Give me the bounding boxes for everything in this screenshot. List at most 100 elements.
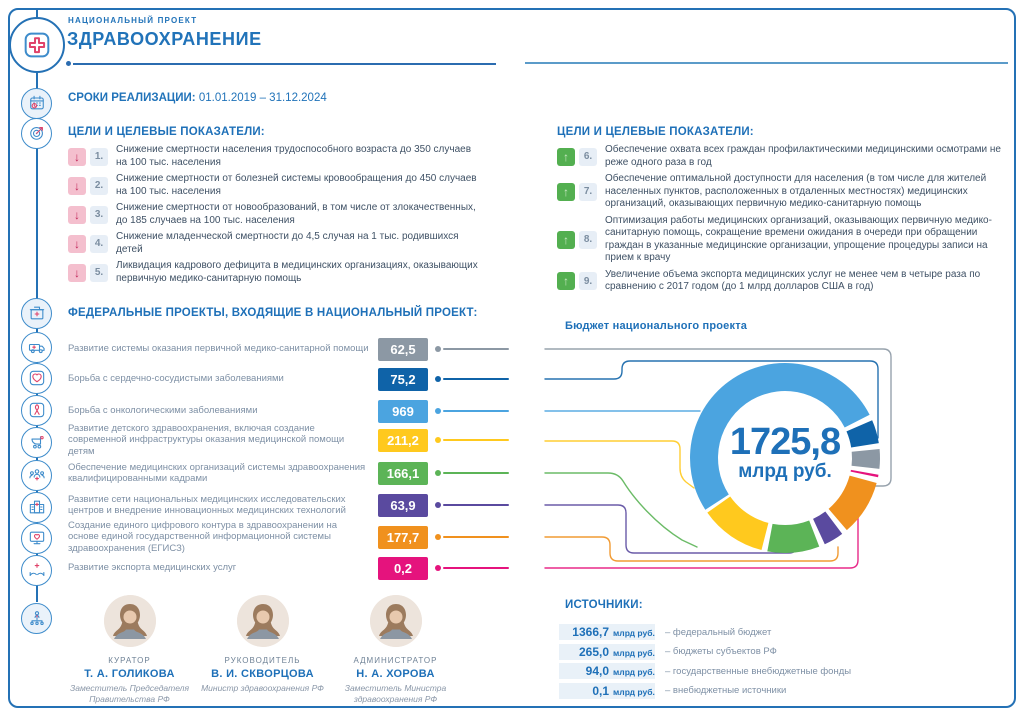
federal-project-row: Развитие экспорта медицинских услуг 0,2 (68, 553, 528, 583)
budget-title: Бюджет национального проекта (565, 320, 748, 332)
sidebar-icon-heart (21, 362, 52, 394)
sources-list: 1366,7 млрд руб. – федеральный бюджет 265,0… (559, 624, 851, 702)
sidebar-icon-monitor-heart (21, 522, 52, 554)
target-icon (29, 127, 43, 140)
connector-dot (435, 534, 441, 540)
project-label: Развитие системы оказания первичной меди… (68, 343, 369, 355)
official-role: КУРАТОР (108, 656, 151, 665)
connector-stub (443, 504, 509, 506)
dates-value: 01.01.2019 – 31.12.2024 (198, 92, 327, 104)
project-label: Борьба с сердечно-сосудистыми заболевани… (68, 373, 284, 385)
ambulance-icon (28, 343, 45, 354)
goal-text: Обеспечение оптимальной доступности для … (605, 173, 987, 209)
project-label: Борьба с онкологическими заболеваниями (68, 405, 258, 417)
source-unit: млрд руб. (613, 667, 655, 677)
connector-dot (435, 502, 441, 508)
sidebar-icon-stroller (21, 426, 52, 458)
donut-segment (767, 520, 820, 553)
monitor-heart-icon (29, 531, 44, 545)
federal-project-row: Развитие сети национальных медицинских и… (68, 490, 528, 520)
goal-item: ↑ 8. Оптимизация работы медицинских органи… (557, 215, 1009, 265)
project-label: Обеспечение медицинских организаций сист… (68, 461, 366, 485)
goal-number: 4. (90, 234, 108, 253)
donut-segment (707, 496, 769, 551)
divider-line-right (525, 62, 1008, 64)
avatar (369, 595, 422, 647)
goal-number: 2. (90, 176, 108, 195)
connector-stub (443, 378, 509, 380)
connector-line (544, 504, 798, 554)
official-name: Т. А. ГОЛИКОВА (84, 668, 175, 680)
goal-number: 8. (579, 230, 597, 249)
official-card: АДМИНИСТРАТОР Н. А. ХОРОВА Заместитель Мин… (329, 595, 462, 704)
project-kicker: НАЦИОНАЛЬНЫЙ ПРОЕКТ (68, 16, 198, 25)
source-unit: млрд руб. (613, 686, 655, 697)
goal-item: ↑ 7. Обеспечение оптимальной доступности д… (557, 173, 1009, 211)
goal-text: Снижение младенческой смертности до 4,5 … (116, 231, 459, 255)
connector-line (544, 536, 839, 562)
connector-dot (435, 437, 441, 443)
connector-line (544, 472, 698, 548)
trend-down-icon: ↓ (68, 205, 86, 224)
budget-total: 1725,8 млрд руб. (705, 423, 865, 483)
goal-text: Снижение смертности от новообразований, … (116, 202, 476, 226)
source-unit: млрд руб. (613, 647, 655, 658)
projects-heading: ФЕДЕРАЛЬНЫЕ ПРОЕКТЫ, ВХОДЯЩИЕ В НАЦИОНАЛ… (68, 307, 478, 319)
sidebar-icon-org-structure (21, 602, 52, 634)
official-card: КУРАТОР Т. А. ГОЛИКОВА Заместитель Председ… (63, 595, 196, 704)
federal-project-row: Создание единого цифрового контура в здр… (68, 519, 528, 554)
portrait-photo (369, 595, 422, 647)
goal-number: 7. (579, 182, 597, 201)
source-label: – государственные внебюджетные фонды (665, 665, 852, 677)
source-value: 94,0 (585, 664, 609, 678)
goal-text: Снижение смертности населения трудоспосо… (116, 144, 472, 168)
project-label: Развитие экспорта медицинских услуг (68, 562, 237, 574)
donut-segment (828, 475, 877, 531)
connector-line (544, 511, 859, 569)
budget-total-unit: млрд руб. (738, 461, 832, 482)
source-amount-box: 1366,7 млрд руб. (559, 624, 655, 640)
heart-icon (29, 370, 44, 386)
trend-up-icon: ↑ (557, 272, 575, 290)
connector-dot (435, 470, 441, 476)
goal-item: ↓ 2. Снижение смертности от болезней систе… (68, 173, 480, 198)
goal-number: 1. (90, 147, 108, 166)
trend-up-icon: ↑ (557, 147, 575, 166)
project-budget-badge: 62,5 (378, 337, 428, 361)
medical-staff-icon (28, 469, 45, 481)
official-name: В. И. СКВОРЦОВА (211, 668, 314, 680)
divider-line-left (73, 62, 496, 65)
project-budget-badge: 166,1 (378, 461, 428, 485)
divider-dot (66, 61, 71, 66)
project-budget-badge: 211,2 (378, 428, 428, 452)
federal-project-row: Борьба с сердечно-сосудистыми заболевани… (68, 364, 528, 394)
project-label: Развитие детского здравоохранения, включ… (68, 422, 345, 457)
federal-project-row: Развитие детского здравоохранения, включ… (68, 422, 528, 457)
connector-stub (443, 472, 509, 474)
source-value: 1366,7 (572, 625, 609, 639)
official-role: РУКОВОДИТЕЛЬ (224, 656, 301, 665)
source-row: 1366,7 млрд руб. – федеральный бюджет (559, 624, 851, 640)
project-label: Развитие сети национальных медицинских и… (68, 493, 346, 517)
sidebar-icon-calendar (21, 87, 52, 119)
federal-project-row: Развитие системы оказания первичной меди… (68, 334, 528, 364)
federal-project-row: Борьба с онкологическими заболеваниями 96… (68, 396, 528, 426)
project-label: Создание единого цифрового контура в здр… (68, 519, 337, 554)
source-row: 265,0 млрд руб. – бюджеты субъектов РФ (559, 643, 851, 660)
clinic-icon (29, 306, 44, 320)
sidebar-icon-clinic (21, 297, 52, 329)
source-label: – бюджеты субъектов РФ (665, 646, 777, 657)
connector-stub (443, 536, 509, 538)
project-budget-badge: 0,2 (378, 556, 428, 580)
trend-up-icon: ↑ (557, 230, 575, 249)
official-title: Заместитель Председателя Правительства Р… (70, 683, 189, 704)
goals-heading-right: ЦЕЛИ И ЦЕЛЕВЫЕ ПОКАЗАТЕЛИ: (557, 126, 754, 138)
source-amount-box: 94,0 млрд руб. (559, 663, 655, 679)
goals-list-decline: ↓ 1. Снижение смертности населения трудосп… (68, 144, 480, 289)
source-value: 0,1 (592, 683, 609, 698)
portrait-photo (236, 595, 289, 647)
goal-number: 5. (90, 263, 108, 282)
budget-total-value: 1725,8 (729, 421, 841, 463)
officials-row: КУРАТОР Т. А. ГОЛИКОВА Заместитель Председ… (63, 595, 463, 704)
project-budget-badge: 969 (378, 399, 428, 423)
